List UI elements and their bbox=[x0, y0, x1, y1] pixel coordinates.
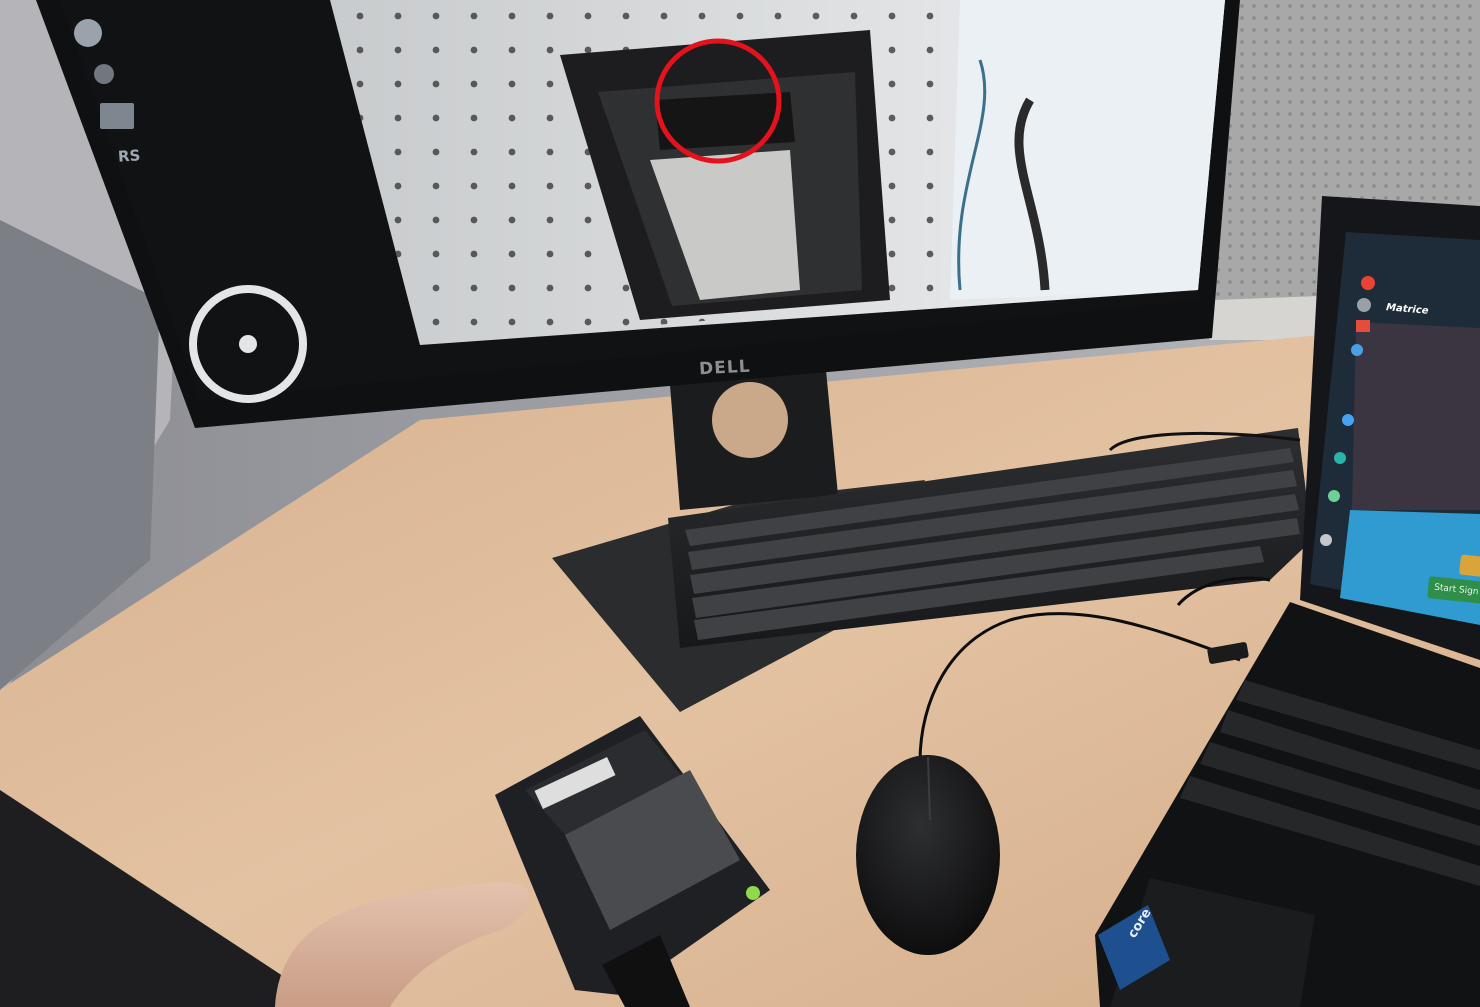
usb-plug bbox=[1207, 642, 1249, 664]
feed-cable-black bbox=[1014, 97, 1050, 291]
device-led bbox=[746, 886, 760, 900]
laptop-app-video bbox=[1352, 322, 1480, 510]
device-label bbox=[534, 757, 616, 809]
laptop-keys bbox=[1180, 680, 1480, 886]
mouse-cable bbox=[918, 612, 1241, 763]
keyboard-keys bbox=[685, 448, 1300, 640]
mouse[interactable] bbox=[856, 755, 1000, 955]
usb-cable bbox=[1176, 576, 1271, 606]
laptop-touchpad[interactable] bbox=[1110, 878, 1315, 1007]
intel-sticker bbox=[1098, 905, 1170, 990]
mouse-button-split bbox=[927, 756, 931, 821]
target-icon[interactable] bbox=[189, 285, 307, 403]
frame-crossbar bbox=[655, 92, 795, 150]
left-wall-shadow bbox=[0, 220, 160, 690]
device-mount-plate bbox=[565, 770, 740, 930]
stand-cable-hole bbox=[712, 382, 788, 458]
hand bbox=[275, 882, 531, 1007]
keyboard-cable bbox=[1108, 431, 1301, 452]
desk-front-shadow bbox=[0, 790, 330, 1007]
settings-icon[interactable] bbox=[74, 19, 102, 47]
camera-icon[interactable] bbox=[94, 64, 114, 84]
laptop-dock-icons bbox=[1320, 276, 1375, 546]
frame-window bbox=[650, 150, 800, 300]
monitor-icon[interactable] bbox=[100, 103, 134, 129]
feed-cable-blue bbox=[957, 59, 987, 291]
annotation-circle bbox=[654, 38, 782, 164]
device-cable bbox=[602, 935, 690, 1007]
laptop-app-secondary-button[interactable] bbox=[1459, 554, 1480, 578]
feed-wall bbox=[950, 0, 1225, 300]
rs-badge[interactable]: RS bbox=[117, 146, 141, 166]
monitor-brand-logo: DELL bbox=[698, 356, 752, 380]
target-icon-center bbox=[239, 335, 257, 353]
